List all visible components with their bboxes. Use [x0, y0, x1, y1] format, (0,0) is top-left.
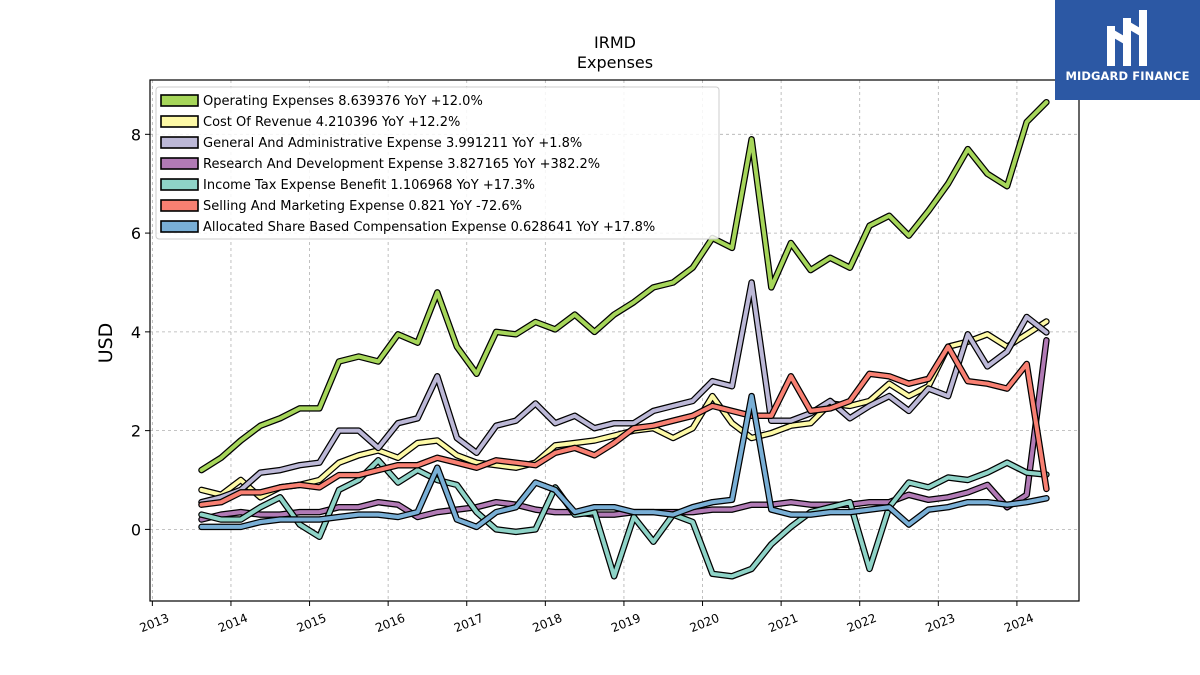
x-tick-label: 2020	[688, 611, 722, 635]
legend-entry: Selling And Marketing Expense 0.821 YoY …	[203, 199, 522, 214]
x-tick-label: 2024	[1002, 611, 1036, 635]
series-line-research-and-development-expense	[199, 338, 1049, 522]
plot-frame	[149, 79, 1080, 602]
chart-title: IRMD	[594, 33, 636, 52]
legend-swatch	[160, 115, 199, 128]
y-tick-label: 8	[131, 125, 141, 144]
series-line-general-and-administrative-expense	[199, 280, 1049, 505]
chart-subtitle: Expenses	[577, 53, 653, 72]
y-tick-label: 4	[131, 323, 141, 342]
brand-name: MIDGARD FINANCE	[1065, 69, 1190, 83]
legend-swatch	[160, 199, 199, 212]
x-axis: 2013 2014 2015 2016 2017 2018 2019 2020 2021 2022…	[138, 601, 1036, 635]
y-tick-label: 6	[131, 224, 141, 243]
legend-entry: Research And Development Expense 3.82716…	[203, 157, 600, 172]
x-tick-label: 2019	[609, 611, 643, 635]
y-tick-label: 0	[131, 520, 141, 539]
series-line-operating-expenses	[199, 100, 1049, 473]
legend-entry: Income Tax Expense Benefit 1.106968 YoY …	[203, 178, 535, 193]
x-tick-label: 2017	[452, 611, 486, 635]
legend-swatch	[160, 178, 199, 191]
x-tick-label: 2021	[766, 611, 800, 635]
series-line-selling-and-marketing-expense	[199, 344, 1049, 507]
legend-swatch	[160, 157, 199, 170]
midgard-logo-icon	[1107, 10, 1147, 66]
legend-entry: Allocated Share Based Compensation Expen…	[203, 220, 655, 235]
series-line-income-tax-expense-benefit	[199, 458, 1049, 579]
x-tick-label: 2023	[924, 611, 958, 635]
series-line-allocated-share-based-compensation-expense	[199, 394, 1049, 529]
brand-logo: MIDGARD FINANCE	[1055, 0, 1200, 100]
legend: Operating Expenses 8.639376 YoY +12.0% Co…	[155, 86, 720, 240]
series-lines	[198, 98, 1050, 580]
legend-swatch	[160, 94, 199, 107]
x-tick-label: 2014	[216, 611, 250, 635]
legend-box	[155, 86, 720, 240]
legend-entry: General And Administrative Expense 3.991…	[203, 136, 582, 151]
x-tick-label: 2013	[138, 611, 172, 635]
x-tick-label: 2018	[531, 611, 565, 635]
x-tick-label: 2022	[845, 611, 879, 635]
legend-swatch	[160, 136, 199, 149]
y-axis: 0 2 4 6 8	[131, 125, 150, 539]
x-tick-label: 2015	[295, 611, 329, 635]
legend-entry: Operating Expenses 8.639376 YoY +12.0%	[203, 94, 483, 109]
y-axis-label: USD	[95, 323, 117, 364]
y-tick-label: 2	[131, 422, 141, 441]
legend-entry: Cost Of Revenue 4.210396 YoY +12.2%	[203, 115, 460, 130]
x-tick-label: 2016	[373, 611, 407, 635]
legend-swatch	[160, 220, 199, 233]
